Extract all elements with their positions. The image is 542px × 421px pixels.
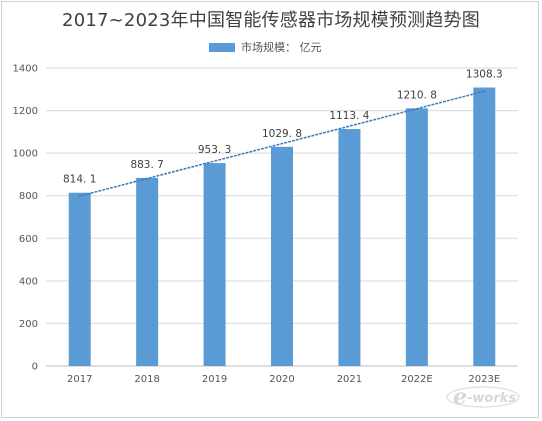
bar: [473, 87, 496, 367]
y-tick-label: 1200: [13, 106, 38, 117]
x-tick-label: 2020: [269, 374, 294, 385]
x-tick-label: 2017: [67, 374, 92, 385]
x-tick-label: 2022E: [401, 374, 433, 385]
svg-text:-works: -works: [467, 391, 516, 406]
data-label: 953. 3: [198, 144, 231, 156]
chart-title: 2017~2023年中国智能传感器市场规模预测趋势图: [62, 10, 480, 31]
y-tick-label: 400: [19, 276, 38, 287]
y-tick-label: 1400: [13, 64, 38, 75]
legend: 市场规模： 亿元: [209, 40, 322, 54]
data-label: 814. 1: [63, 174, 96, 186]
x-tick-label: 2023E: [468, 374, 500, 385]
data-label: 1113. 4: [329, 110, 369, 122]
x-tick-label: 2021: [337, 374, 362, 385]
bar: [136, 177, 159, 366]
legend-swatch: [209, 42, 235, 52]
y-tick-label: 600: [19, 234, 38, 245]
svg-text:e: e: [453, 384, 467, 410]
bar: [338, 129, 361, 366]
y-tick-label: 200: [19, 319, 38, 330]
trendline: [78, 90, 486, 197]
x-tick-label: 2018: [134, 374, 159, 385]
data-label: 883. 7: [130, 159, 163, 171]
bar: [203, 163, 226, 366]
bar: [68, 192, 91, 366]
y-tick-label: 1000: [13, 149, 38, 160]
y-tick-label: 800: [19, 191, 38, 202]
legend-label: 市场规模： 亿元: [241, 41, 322, 54]
bar: [405, 108, 428, 366]
data-label: 1029. 8: [262, 128, 302, 140]
bar: [271, 146, 293, 366]
x-tick-label: 2019: [202, 374, 227, 385]
data-label: 1210. 8: [397, 89, 437, 101]
data-label: 1308.3: [466, 69, 503, 81]
y-tick-label: 0: [32, 362, 38, 373]
e-works-logo: e -works: [446, 384, 520, 410]
